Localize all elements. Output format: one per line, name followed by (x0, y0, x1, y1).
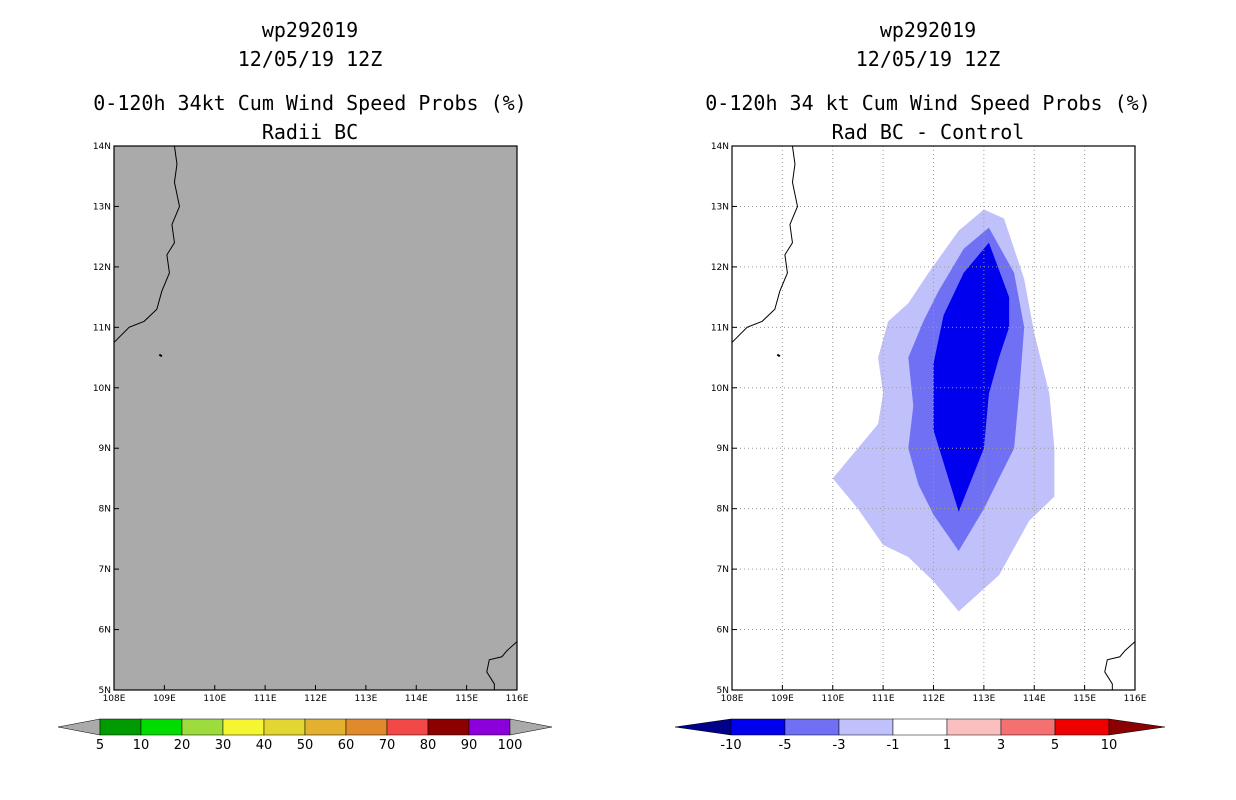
left-colorbar-segment-2 (181, 718, 224, 736)
left-colorbar-label-80: 80 (420, 738, 437, 753)
right-xtick-label-110E: 110E (821, 694, 844, 704)
left-xtick-label-112E: 112E (304, 694, 327, 704)
right-colorbar-label-10: 10 (1101, 738, 1118, 753)
right-xtick-label-108E: 108E (721, 694, 744, 704)
left-ytick-label-5N: 5N (99, 686, 111, 696)
right-colorbar-low-end (674, 718, 732, 736)
right-colorbar-label--5: -5 (779, 738, 792, 753)
right-island (776, 353, 781, 358)
right-colorbar-label--1: -1 (887, 738, 900, 753)
left-colorbar-label-40: 40 (256, 738, 273, 753)
left-ytick-label-11N: 11N (93, 323, 111, 333)
left-colorbar-label-90: 90 (461, 738, 478, 753)
right-coastline-southeast (1104, 641, 1136, 690)
left-colorbar-label-50: 50 (297, 738, 314, 753)
left-xtick-label-113E: 113E (354, 694, 377, 704)
right-colorbar-label--10: -10 (720, 738, 741, 753)
right-ytick-label-7N: 7N (717, 565, 729, 575)
right-colorbar-segment-2 (838, 718, 894, 736)
right-colorbar-segment-0 (730, 718, 786, 736)
left-colorbar-label-5: 5 (96, 738, 104, 753)
right-colorbar-high-end (1108, 718, 1166, 736)
right-colorbar-segment-4 (946, 718, 1002, 736)
right-xtick-label-114E: 114E (1023, 694, 1046, 704)
right-ytick-label-14N: 14N (711, 142, 729, 152)
right-colorbar: -10 -5 -3 -1 1 3 5 10 (674, 718, 1166, 753)
left-colorbar-label-10: 10 (133, 738, 150, 753)
left-xtick-label-115E: 115E (455, 694, 478, 704)
right-contour-2 (933, 242, 1010, 512)
left-colorbar-segment-6 (345, 718, 388, 736)
left-ytick-label-8N: 8N (99, 505, 111, 515)
right-title-line1: wp292019 (879, 18, 977, 42)
left-title-line4: Radii BC (261, 120, 359, 144)
right-ytick-label-6N: 6N (717, 626, 729, 636)
right-map-panel: 108E 109E 110E 111E 112E 113E 114E 115E 116E 5N 6N… (674, 142, 1166, 753)
right-ytick-label-11N: 11N (711, 323, 729, 333)
left-colorbar-label-70: 70 (379, 738, 396, 753)
right-ytick-label-8N: 8N (717, 505, 729, 515)
left-ytick-label-14N: 14N (93, 142, 111, 152)
right-colorbar-label--3: -3 (833, 738, 846, 753)
right-colorbar-segment-3 (892, 718, 948, 736)
right-xtick-label-112E: 112E (922, 694, 945, 704)
left-colorbar-low-end (57, 718, 101, 736)
left-colorbar-segment-4 (263, 718, 306, 736)
left-colorbar-label-20: 20 (174, 738, 191, 753)
left-colorbar-label-60: 60 (338, 738, 355, 753)
right-coastline-west (731, 145, 799, 343)
right-xtick-label-116E: 116E (1124, 694, 1147, 704)
right-colorbar-segment-1 (784, 718, 840, 736)
left-xtick-label-108E: 108E (103, 694, 126, 704)
left-ytick-label-13N: 13N (93, 202, 111, 212)
right-ytick-label-10N: 10N (711, 384, 729, 394)
right-ytick-label-5N: 5N (717, 686, 729, 696)
left-xtick-label-109E: 109E (153, 694, 176, 704)
right-colorbar-label-1: 1 (943, 738, 951, 753)
right-title-line4: Rad BC - Control (831, 120, 1025, 144)
left-colorbar-segment-1 (140, 718, 183, 736)
left-xtick-label-110E: 110E (203, 694, 226, 704)
right-ytick-label-13N: 13N (711, 202, 729, 212)
left-title-line2: 12/05/19 12Z (237, 47, 383, 71)
left-colorbar-segment-8 (427, 718, 470, 736)
right-colorbar-segment-6 (1054, 718, 1110, 736)
left-colorbar-label-30: 30 (215, 738, 232, 753)
left-island (158, 353, 163, 358)
right-xtick-label-113E: 113E (972, 694, 995, 704)
left-ytick-label-12N: 12N (93, 263, 111, 273)
left-coastline-southeast (486, 641, 518, 690)
left-colorbar-segment-5 (304, 718, 347, 736)
left-colorbar-segment-3 (222, 718, 265, 736)
left-xtick-label-114E: 114E (405, 694, 428, 704)
right-colorbar-segment-5 (1000, 718, 1056, 736)
left-title-line3: 0-120h 34kt Cum Wind Speed Probs (%) (93, 91, 527, 115)
right-xtick-label-115E: 115E (1073, 694, 1096, 704)
right-colorbar-label-5: 5 (1051, 738, 1059, 753)
left-title-line1: wp292019 (261, 18, 359, 42)
left-colorbar-label-100: 100 (498, 738, 523, 753)
left-plot-background (114, 146, 517, 690)
left-colorbar-segment-0 (99, 718, 142, 736)
left-ytick-label-7N: 7N (99, 565, 111, 575)
left-ytick-label-9N: 9N (99, 444, 111, 454)
left-colorbar-segment-9 (468, 718, 511, 736)
right-colorbar-label-3: 3 (997, 738, 1005, 753)
left-ytick-label-10N: 10N (93, 384, 111, 394)
left-colorbar-high-end (509, 718, 553, 736)
right-ytick-label-12N: 12N (711, 263, 729, 273)
right-ytick-label-9N: 9N (717, 444, 729, 454)
left-colorbar-segment-7 (386, 718, 429, 736)
right-title-line2: 12/05/19 12Z (855, 47, 1001, 71)
right-title-line3: 0-120h 34 kt Cum Wind Speed Probs (%) (705, 91, 1151, 115)
left-coastline-west (113, 145, 181, 343)
left-colorbar: 5 10 20 30 40 50 60 70 80 90 100 (57, 718, 553, 753)
left-map-panel: 108E 109E 110E 111E 112E 113E 114E 115E 116E 5N 6N… (57, 142, 553, 753)
left-ytick-label-6N: 6N (99, 626, 111, 636)
left-xtick-label-116E: 116E (506, 694, 529, 704)
right-xtick-label-109E: 109E (771, 694, 794, 704)
right-xtick-label-111E: 111E (872, 694, 895, 704)
left-xtick-label-111E: 111E (254, 694, 277, 704)
